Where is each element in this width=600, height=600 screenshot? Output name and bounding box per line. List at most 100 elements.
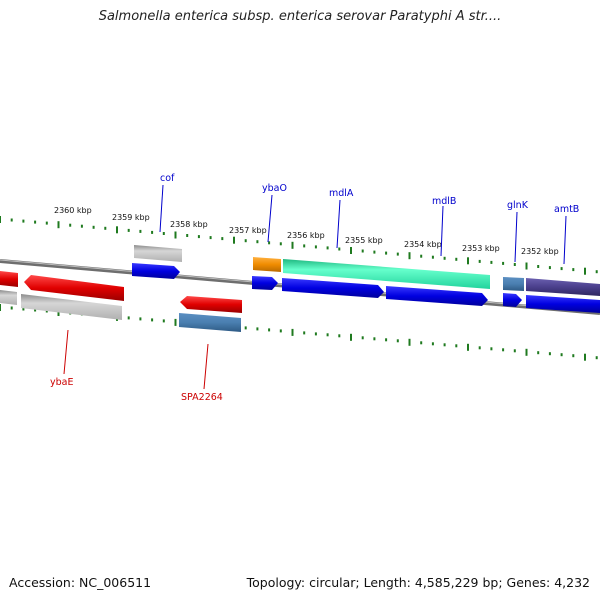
minor-tick: [139, 229, 142, 233]
gene-glnK-feature[interactable]: [503, 277, 524, 291]
minor-tick: [186, 234, 189, 237]
minor-tick: [548, 352, 551, 356]
gene-amtB-feature[interactable]: [526, 278, 600, 296]
leader-line: [159, 184, 164, 233]
major-tick: [174, 318, 177, 326]
cds-SPA2264-arrow[interactable]: [180, 296, 242, 313]
minor-tick: [361, 336, 364, 340]
minor-tick: [279, 329, 282, 333]
cds-mdlB-arrow[interactable]: [386, 286, 488, 306]
minor-tick: [502, 261, 505, 265]
minor-tick: [478, 259, 481, 263]
gene-ybaO-feature[interactable]: [253, 257, 281, 272]
gene-label-ybaE[interactable]: ybaE: [50, 377, 73, 388]
minor-tick: [490, 347, 493, 351]
gene-track-lower: [0, 290, 241, 332]
minor-tick: [127, 316, 130, 320]
major-tick: [291, 328, 294, 336]
major-tick: [467, 343, 469, 351]
gene-track-upper: [134, 245, 600, 296]
gene-label-ybaO[interactable]: ybaO: [262, 183, 287, 194]
major-tick: [525, 262, 528, 270]
minor-tick: [373, 250, 376, 254]
leader-line: [514, 211, 518, 263]
minor-tick: [279, 242, 282, 246]
minor-tick: [45, 221, 48, 225]
leader-line: [563, 215, 567, 265]
gene-label-cof[interactable]: cof: [160, 173, 175, 184]
label-leaders: [63, 184, 567, 390]
minor-tick: [455, 344, 458, 348]
gene-cof-feature[interactable]: [134, 245, 182, 262]
minor-tick: [513, 263, 516, 266]
scale-label: 2357 kbp: [229, 226, 267, 235]
minor-tick: [127, 228, 130, 232]
cds-cof-arrow[interactable]: [132, 263, 180, 279]
minor-tick: [69, 223, 72, 227]
minor-tick: [443, 343, 446, 347]
minor-tick: [443, 256, 446, 260]
gene-SPA2264-feature[interactable]: [179, 313, 241, 332]
gene-mdlA-feature[interactable]: [283, 259, 490, 289]
minor-tick: [22, 219, 25, 223]
leader-line: [267, 194, 273, 243]
minor-tick: [338, 247, 341, 251]
minor-tick: [560, 267, 563, 271]
scale-label: 2354 kbp: [404, 240, 442, 249]
gene-label-mdlB[interactable]: mdlB: [432, 196, 456, 207]
cds-ybaE-arrow[interactable]: [24, 275, 124, 301]
major-tick: [350, 247, 352, 254]
gene-label-glnK[interactable]: glnK: [507, 200, 529, 211]
cds-mdlA-arrow[interactable]: [282, 278, 384, 298]
gene-label-amtB[interactable]: amtB: [554, 204, 579, 215]
genome-summary-label: Topology: circular; Length: 4,585,229 bp…: [246, 575, 590, 590]
minor-tick: [80, 224, 83, 228]
leader-line: [203, 343, 209, 390]
minor-tick: [595, 356, 598, 360]
minor-tick: [162, 319, 165, 323]
minor-tick: [373, 337, 376, 341]
minor-tick: [151, 230, 154, 234]
major-tick: [291, 241, 294, 249]
cds-glnK-arrow[interactable]: [503, 293, 522, 307]
major-tick: [233, 236, 235, 244]
minor-tick: [572, 354, 575, 358]
major-tick: [408, 338, 411, 346]
cds-amtB-arrow[interactable]: [526, 295, 600, 313]
minor-tick: [361, 249, 364, 253]
minor-tick: [34, 220, 37, 224]
cds-left-edge-arrow[interactable]: [0, 271, 18, 287]
major-tick: [350, 333, 352, 341]
minor-tick: [10, 306, 13, 310]
minor-tick: [139, 317, 142, 321]
scale-label: 2360 kbp: [54, 206, 92, 215]
minor-tick: [314, 332, 317, 336]
major-tick: [57, 309, 60, 316]
minor-tick: [151, 318, 154, 322]
minor-tick: [431, 255, 434, 259]
major-tick: [525, 348, 528, 356]
minor-tick: [244, 326, 247, 330]
major-tick: [584, 267, 586, 275]
scale-label: 2359 kbp: [112, 213, 150, 222]
major-tick: [174, 231, 177, 239]
minor-tick: [455, 257, 458, 261]
major-tick: [57, 221, 60, 229]
scale-label: 2356 kbp: [287, 231, 325, 240]
minor-tick: [268, 241, 271, 245]
minor-tick: [303, 244, 306, 248]
gene-ybaE-feature[interactable]: [21, 294, 122, 320]
cds-ybaO-arrow[interactable]: [252, 276, 278, 290]
minor-tick: [256, 327, 259, 331]
minor-tick: [478, 346, 481, 350]
minor-tick: [537, 351, 540, 355]
gene-left-edge-feature[interactable]: [0, 290, 17, 305]
scale-labels: 2360 kbp 2359 kbp 2358 kbp 2357 kbp 2356…: [54, 206, 559, 256]
major-tick: [0, 216, 1, 223]
accession-label: Accession: NC_006511: [9, 575, 152, 590]
gene-label-SPA2264[interactable]: SPA2264: [181, 392, 223, 403]
gene-label-mdlA[interactable]: mdlA: [329, 188, 354, 199]
outer-tick-track: [0, 216, 598, 275]
minor-tick: [197, 235, 200, 239]
